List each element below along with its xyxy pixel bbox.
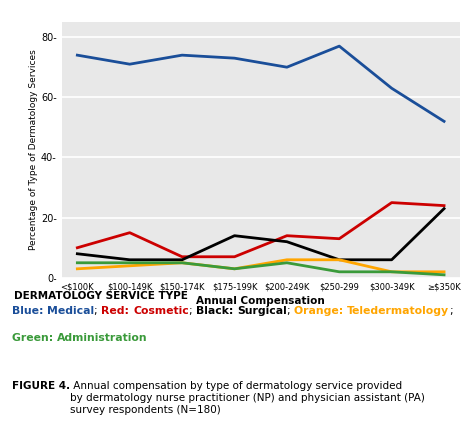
Text: ;: ;	[449, 306, 453, 317]
Text: Red:: Red:	[101, 306, 133, 317]
Text: ;: ;	[287, 306, 294, 317]
Y-axis label: Percentage of Type of Dermatology Services: Percentage of Type of Dermatology Servic…	[29, 49, 38, 250]
Text: ;: ;	[94, 306, 101, 317]
Text: Surgical: Surgical	[237, 306, 287, 317]
Text: Orange:: Orange:	[294, 306, 347, 317]
Text: DERMATOLOGY SERVICE TYPE: DERMATOLOGY SERVICE TYPE	[14, 291, 188, 301]
X-axis label: Annual Compensation: Annual Compensation	[196, 296, 325, 306]
Text: Administration: Administration	[57, 333, 147, 343]
Text: Annual compensation by type of dermatology service provided
by dermatology nurse: Annual compensation by type of dermatolo…	[70, 381, 425, 415]
Text: Blue:: Blue:	[12, 306, 47, 317]
Text: Black:: Black:	[196, 306, 237, 317]
Text: FIGURE 4.: FIGURE 4.	[12, 381, 70, 392]
Text: Medical: Medical	[47, 306, 94, 317]
Text: Cosmetic: Cosmetic	[133, 306, 189, 317]
Text: Teledermatology: Teledermatology	[347, 306, 449, 317]
Text: ;: ;	[189, 306, 196, 317]
Text: Green:: Green:	[12, 333, 57, 343]
